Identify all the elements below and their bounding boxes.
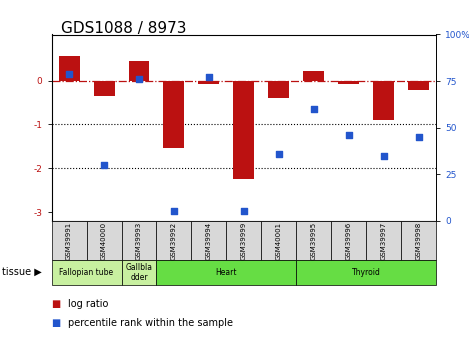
- Text: Gallbla
dder: Gallbla dder: [126, 263, 152, 282]
- Text: GDS1088 / 8973: GDS1088 / 8973: [61, 21, 187, 36]
- Point: [415, 134, 423, 140]
- Point: [100, 162, 108, 168]
- Point: [170, 209, 178, 214]
- Bar: [52, 221, 87, 260]
- Bar: [157, 221, 191, 260]
- Bar: [408, 80, 429, 90]
- Point: [310, 106, 318, 112]
- Bar: [268, 80, 289, 98]
- Bar: [121, 221, 157, 260]
- Bar: [164, 80, 184, 148]
- Text: GSM39991: GSM39991: [66, 221, 72, 260]
- Text: GSM39997: GSM39997: [381, 221, 387, 260]
- Text: GSM39995: GSM39995: [311, 221, 317, 260]
- Bar: [227, 221, 261, 260]
- Bar: [373, 80, 394, 120]
- Bar: [303, 71, 324, 80]
- Bar: [129, 61, 150, 80]
- Bar: [296, 260, 436, 285]
- Text: GSM39993: GSM39993: [136, 221, 142, 260]
- Text: GSM39999: GSM39999: [241, 221, 247, 260]
- Text: ■: ■: [52, 318, 61, 327]
- Bar: [157, 260, 296, 285]
- Bar: [121, 260, 157, 285]
- Bar: [331, 221, 366, 260]
- Text: GSM39998: GSM39998: [416, 221, 422, 260]
- Bar: [401, 221, 436, 260]
- Text: Heart: Heart: [216, 268, 237, 277]
- Text: GSM39992: GSM39992: [171, 221, 177, 260]
- Text: percentile rank within the sample: percentile rank within the sample: [68, 318, 233, 327]
- Text: GSM40001: GSM40001: [276, 221, 282, 260]
- Point: [380, 153, 387, 158]
- Text: Thyroid: Thyroid: [352, 268, 381, 277]
- Point: [275, 151, 283, 157]
- Bar: [52, 260, 121, 285]
- Text: GSM39994: GSM39994: [206, 221, 212, 260]
- Point: [65, 71, 73, 76]
- Bar: [93, 80, 114, 96]
- Bar: [234, 80, 254, 179]
- Text: tissue ▶: tissue ▶: [2, 267, 42, 277]
- Point: [135, 77, 143, 82]
- Bar: [338, 80, 359, 84]
- Text: Fallopian tube: Fallopian tube: [60, 268, 113, 277]
- Text: log ratio: log ratio: [68, 299, 108, 308]
- Text: GSM40000: GSM40000: [101, 221, 107, 260]
- Point: [240, 209, 248, 214]
- Point: [205, 75, 212, 80]
- Bar: [59, 57, 80, 80]
- Bar: [366, 221, 401, 260]
- Bar: [87, 221, 121, 260]
- Bar: [198, 80, 219, 84]
- Bar: [261, 221, 296, 260]
- Text: ■: ■: [52, 299, 61, 308]
- Bar: [191, 221, 227, 260]
- Text: GSM39996: GSM39996: [346, 221, 352, 260]
- Point: [345, 132, 353, 138]
- Bar: [296, 221, 331, 260]
